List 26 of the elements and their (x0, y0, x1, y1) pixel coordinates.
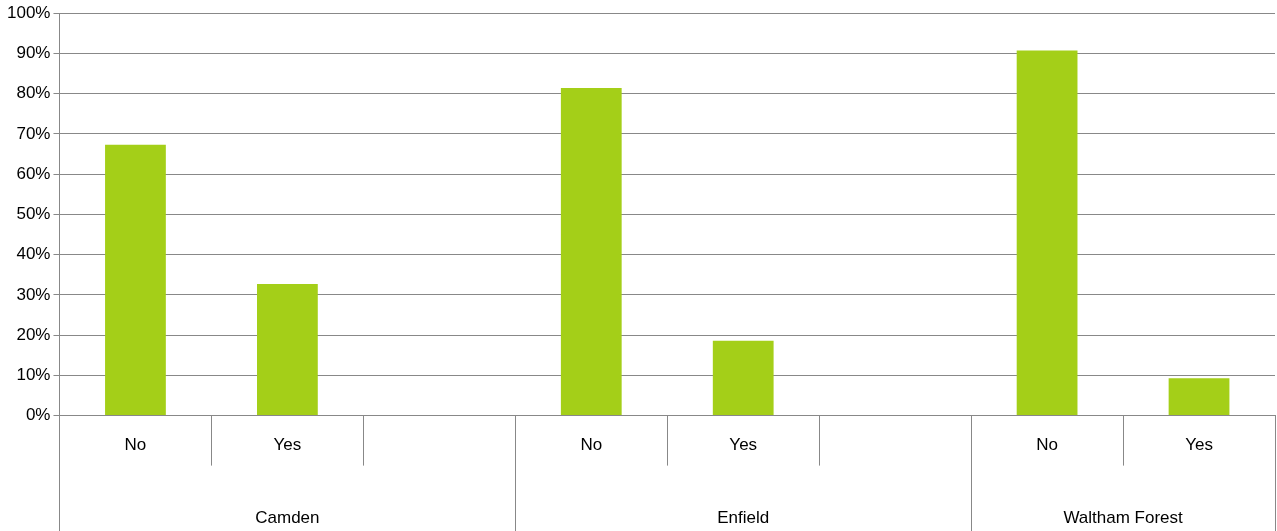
x-tick-label: Yes (1185, 435, 1213, 455)
x-tick-label: Yes (729, 435, 758, 455)
text: Enfield (717, 507, 770, 527)
bar (560, 88, 622, 416)
text: Waltham Forest (1063, 507, 1184, 527)
y-tick-label: 10% (16, 365, 51, 385)
bar (257, 284, 318, 416)
y-tick-label: 0% (25, 405, 51, 425)
y-tick-label: 30% (16, 284, 51, 304)
y-tick-label: 90% (16, 43, 51, 63)
x-tick-label: No (124, 435, 147, 455)
bar (105, 144, 166, 416)
y-tick-label: 70% (16, 123, 51, 143)
y-tick-label: 80% (16, 83, 51, 103)
text: Camden (255, 507, 320, 527)
bar (1168, 378, 1230, 416)
y-tick-label: 20% (16, 324, 51, 344)
y-tick-label: 40% (16, 244, 51, 264)
x-tick-label: Yes (273, 435, 302, 455)
bar (712, 340, 774, 416)
bar (1016, 50, 1078, 416)
x-tick-label: No (580, 435, 603, 455)
y-tick-label: 50% (16, 204, 51, 224)
y-tick-label: 100% (7, 2, 51, 22)
y-tick-label: 60% (16, 163, 51, 183)
x-tick-label: No (1036, 435, 1058, 455)
